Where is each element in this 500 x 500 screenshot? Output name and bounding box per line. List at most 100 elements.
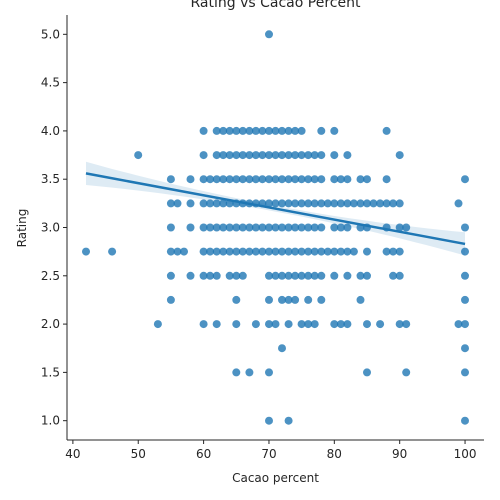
scatter-point <box>343 175 352 184</box>
scatter-point <box>284 175 293 184</box>
scatter-point <box>291 223 300 232</box>
scatter-point <box>265 30 273 39</box>
scatter-point <box>356 199 365 208</box>
scatter-point <box>382 126 391 135</box>
scatter-point <box>245 223 254 232</box>
scatter-point <box>278 175 286 184</box>
scatter-point <box>310 247 319 256</box>
scatter-point <box>291 199 300 208</box>
scatter-point <box>212 320 221 329</box>
scatter-point <box>199 175 208 184</box>
scatter-point <box>310 223 319 232</box>
x-tick-label: 100 <box>454 447 477 461</box>
scatter-point <box>369 199 378 208</box>
scatter-point <box>395 223 404 232</box>
scatter-point <box>297 271 306 280</box>
scatter-point <box>363 175 371 184</box>
scatter-point <box>232 271 241 280</box>
scatter-point <box>265 247 273 256</box>
scatter-point <box>317 151 326 160</box>
x-axis-label: Cacao percent <box>232 471 319 485</box>
scatter-point <box>238 223 247 232</box>
x-tick-label: 40 <box>65 447 80 461</box>
scatter-point <box>284 320 293 329</box>
scatter-point <box>297 126 306 135</box>
scatter-point <box>330 223 339 232</box>
scatter-point <box>180 247 188 256</box>
scatter-point <box>297 223 306 232</box>
y-axis-label: Rating <box>15 209 29 248</box>
scatter-point <box>291 175 300 184</box>
scatter-point <box>232 151 241 160</box>
scatter-point <box>206 271 215 280</box>
scatter-point <box>199 223 208 232</box>
scatter-point <box>395 151 404 160</box>
scatter-point <box>278 199 286 208</box>
scatter-point <box>232 223 241 232</box>
scatter-point <box>166 271 175 280</box>
scatter-point <box>232 175 241 184</box>
scatter-point <box>310 151 319 160</box>
scatter-point <box>278 271 286 280</box>
scatter-point <box>461 247 469 256</box>
scatter-point <box>304 175 313 184</box>
scatter-point <box>356 295 365 304</box>
scatter-point <box>166 199 175 208</box>
scatter-point <box>225 247 234 256</box>
scatter-point <box>297 175 306 184</box>
scatter-point <box>356 271 365 280</box>
scatter-point <box>363 199 371 208</box>
scatter-point <box>82 247 90 256</box>
scatter-point <box>363 271 371 280</box>
scatter-point <box>304 320 313 329</box>
scatter-point <box>278 223 286 232</box>
scatter-point <box>212 151 221 160</box>
scatter-point <box>251 151 260 160</box>
scatter-point <box>349 199 358 208</box>
scatter-point <box>265 416 273 425</box>
scatter-point <box>271 223 280 232</box>
scatter-point <box>186 271 195 280</box>
x-ticks-layer: 40 50 60 70 80 90 100 <box>65 440 476 461</box>
scatter-point <box>212 247 221 256</box>
scatter-point <box>323 199 332 208</box>
scatter-point <box>206 223 215 232</box>
scatter-point <box>317 126 326 135</box>
scatter-point <box>284 247 293 256</box>
scatter-point <box>271 271 280 280</box>
scatter-point <box>219 199 228 208</box>
scatter-point <box>402 320 411 329</box>
scatter-point <box>317 247 326 256</box>
scatter-point <box>232 126 241 135</box>
scatter-point <box>402 368 411 377</box>
scatter-point <box>212 126 221 135</box>
scatter-point <box>461 368 469 377</box>
scatter-point <box>108 247 117 256</box>
scatter-point <box>363 247 371 256</box>
scatter-point <box>225 271 234 280</box>
scatter-point <box>251 247 260 256</box>
scatter-point <box>317 199 326 208</box>
scatter-point <box>265 320 273 329</box>
scatter-point <box>291 271 300 280</box>
scatter-point <box>304 199 313 208</box>
scatter-point <box>461 271 469 280</box>
scatter-point <box>265 271 273 280</box>
y-ticks-layer: 1.0 1.5 2.0 2.5 3.0 3.5 4.0 4.5 5.0 <box>41 27 67 428</box>
scatter-point <box>166 175 175 184</box>
scatter-point <box>245 368 254 377</box>
scatter-point <box>212 199 221 208</box>
scatter-point <box>245 175 254 184</box>
scatter-point <box>284 295 293 304</box>
scatter-point <box>186 175 195 184</box>
scatter-point <box>251 175 260 184</box>
scatter-point <box>297 320 306 329</box>
scatter-point <box>461 416 469 425</box>
y-tick-label: 5.0 <box>41 27 60 41</box>
scatter-point <box>330 271 339 280</box>
regression-line <box>85 172 466 246</box>
scatter-point <box>232 247 241 256</box>
scatter-point <box>265 295 273 304</box>
scatter-point <box>402 223 411 232</box>
scatter-point <box>310 271 319 280</box>
